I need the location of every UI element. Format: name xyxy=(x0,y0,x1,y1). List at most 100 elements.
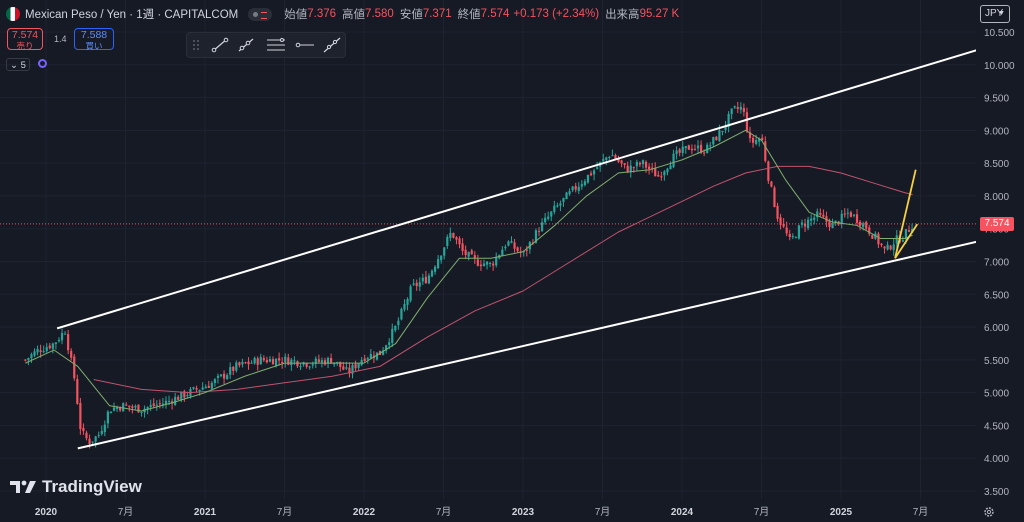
candle-body xyxy=(693,148,697,150)
candle-body xyxy=(654,168,657,177)
candle-body xyxy=(247,361,250,365)
candle-body xyxy=(345,367,348,369)
candle-body xyxy=(76,379,79,404)
candle-body xyxy=(889,245,892,250)
candle-body xyxy=(278,358,281,361)
tradingview-logo-icon xyxy=(10,480,36,493)
candle-body xyxy=(79,403,82,430)
y-tick-label: 8.500 xyxy=(984,159,1009,170)
buy-price: 7.588 xyxy=(80,29,108,41)
candle-body xyxy=(400,308,403,320)
sell-button[interactable]: 7.574 売り xyxy=(7,28,43,51)
candle-body xyxy=(461,243,464,251)
candle-body xyxy=(204,386,207,389)
y-tick-label: 6.500 xyxy=(984,290,1009,301)
candle-body xyxy=(403,303,406,310)
candle-body xyxy=(773,187,776,207)
candle-body xyxy=(571,186,574,191)
candle-body xyxy=(33,351,36,356)
indicator-status-icon[interactable] xyxy=(38,59,47,68)
candle-body xyxy=(100,430,103,435)
brand-name: TradingView xyxy=(42,477,142,496)
candle-body xyxy=(623,163,626,165)
horizontal-ray-tool-icon[interactable] xyxy=(295,37,314,53)
last-price-label: 7.574 xyxy=(980,216,1014,231)
x-tick-label: 7月 xyxy=(277,506,293,518)
candle-body xyxy=(443,247,446,256)
candle-body xyxy=(779,217,782,225)
candle-body xyxy=(222,373,226,379)
candle-body xyxy=(418,282,421,287)
candle-body xyxy=(550,211,553,217)
candle-body xyxy=(109,411,113,414)
candle-body xyxy=(54,342,58,344)
candle-body xyxy=(886,244,889,250)
symbol-title[interactable]: Mexican Peso / Yen · 1週 · CAPITALCOM xyxy=(25,9,239,21)
currency-selector[interactable]: JPY ▼ xyxy=(980,5,1010,23)
high-label: 高値 xyxy=(342,9,366,21)
visibility-toggle-icon[interactable] xyxy=(248,7,273,21)
candle-body xyxy=(259,356,262,365)
channel-lower-line xyxy=(77,229,1024,450)
candle-body xyxy=(479,264,483,267)
candle-body xyxy=(764,141,767,161)
candle-body xyxy=(547,216,550,219)
candle-body xyxy=(647,166,651,169)
candle-body xyxy=(791,236,794,238)
moving-average-short xyxy=(25,129,913,412)
candle-body xyxy=(605,157,608,161)
candle-body xyxy=(800,222,804,225)
y-tick-label: 10.000 xyxy=(984,61,1015,72)
candle-body xyxy=(736,107,739,109)
candle-body xyxy=(115,407,119,410)
low-value: 7.371 xyxy=(422,8,452,20)
candle-body xyxy=(797,225,801,239)
change-value: +0.173 (+2.34%) xyxy=(513,8,600,20)
candle-body xyxy=(27,358,30,360)
candle-body xyxy=(213,379,217,383)
candle-body xyxy=(250,362,253,364)
candle-body xyxy=(748,132,752,139)
tradingview-logo: TradingView xyxy=(10,476,142,498)
ray-tool-icon[interactable] xyxy=(237,37,255,53)
y-tick-label: 9.500 xyxy=(984,94,1009,105)
candle-body xyxy=(174,396,177,405)
candle-body xyxy=(739,106,742,110)
x-tick-label: 2024 xyxy=(671,507,694,518)
horizontal-lines-tool-icon[interactable] xyxy=(266,37,285,53)
candle-body xyxy=(788,233,791,237)
candle-body xyxy=(232,366,235,371)
candle-body xyxy=(198,389,201,392)
candle-body xyxy=(706,144,709,154)
candle-body xyxy=(323,360,327,365)
candle-body xyxy=(446,236,449,246)
candle-body xyxy=(703,152,706,154)
candle-body xyxy=(235,362,238,371)
trend-line-tool-icon[interactable] xyxy=(211,37,229,53)
candle-body xyxy=(586,174,590,183)
candle-body xyxy=(644,161,648,168)
buy-button[interactable]: 7.588 買い xyxy=(74,28,114,51)
candle-body xyxy=(449,232,452,239)
indicator-count-toggle[interactable]: ⌄ 5 xyxy=(6,58,30,71)
candle-body xyxy=(559,203,562,206)
gear-icon[interactable] xyxy=(982,505,996,519)
candle-body xyxy=(488,262,492,264)
candle-body xyxy=(158,403,161,405)
grid xyxy=(0,0,976,499)
candle-body xyxy=(470,250,473,255)
candle-body xyxy=(482,263,486,267)
candle-body xyxy=(507,241,510,246)
spread-value: 1.4 xyxy=(54,34,67,44)
drag-handle-icon[interactable] xyxy=(192,37,210,53)
sell-price: 7.574 xyxy=(11,29,39,41)
candle-body xyxy=(134,406,137,408)
candle-body xyxy=(617,158,620,162)
candle-body xyxy=(663,171,666,176)
extended-line-tool-icon[interactable] xyxy=(323,37,341,53)
candle-body xyxy=(819,212,822,215)
candle-body xyxy=(877,233,880,245)
candle-body xyxy=(57,339,61,342)
price-axis: 10.50010.0009.5009.0008.5008.0007.5007.0… xyxy=(976,0,1024,522)
